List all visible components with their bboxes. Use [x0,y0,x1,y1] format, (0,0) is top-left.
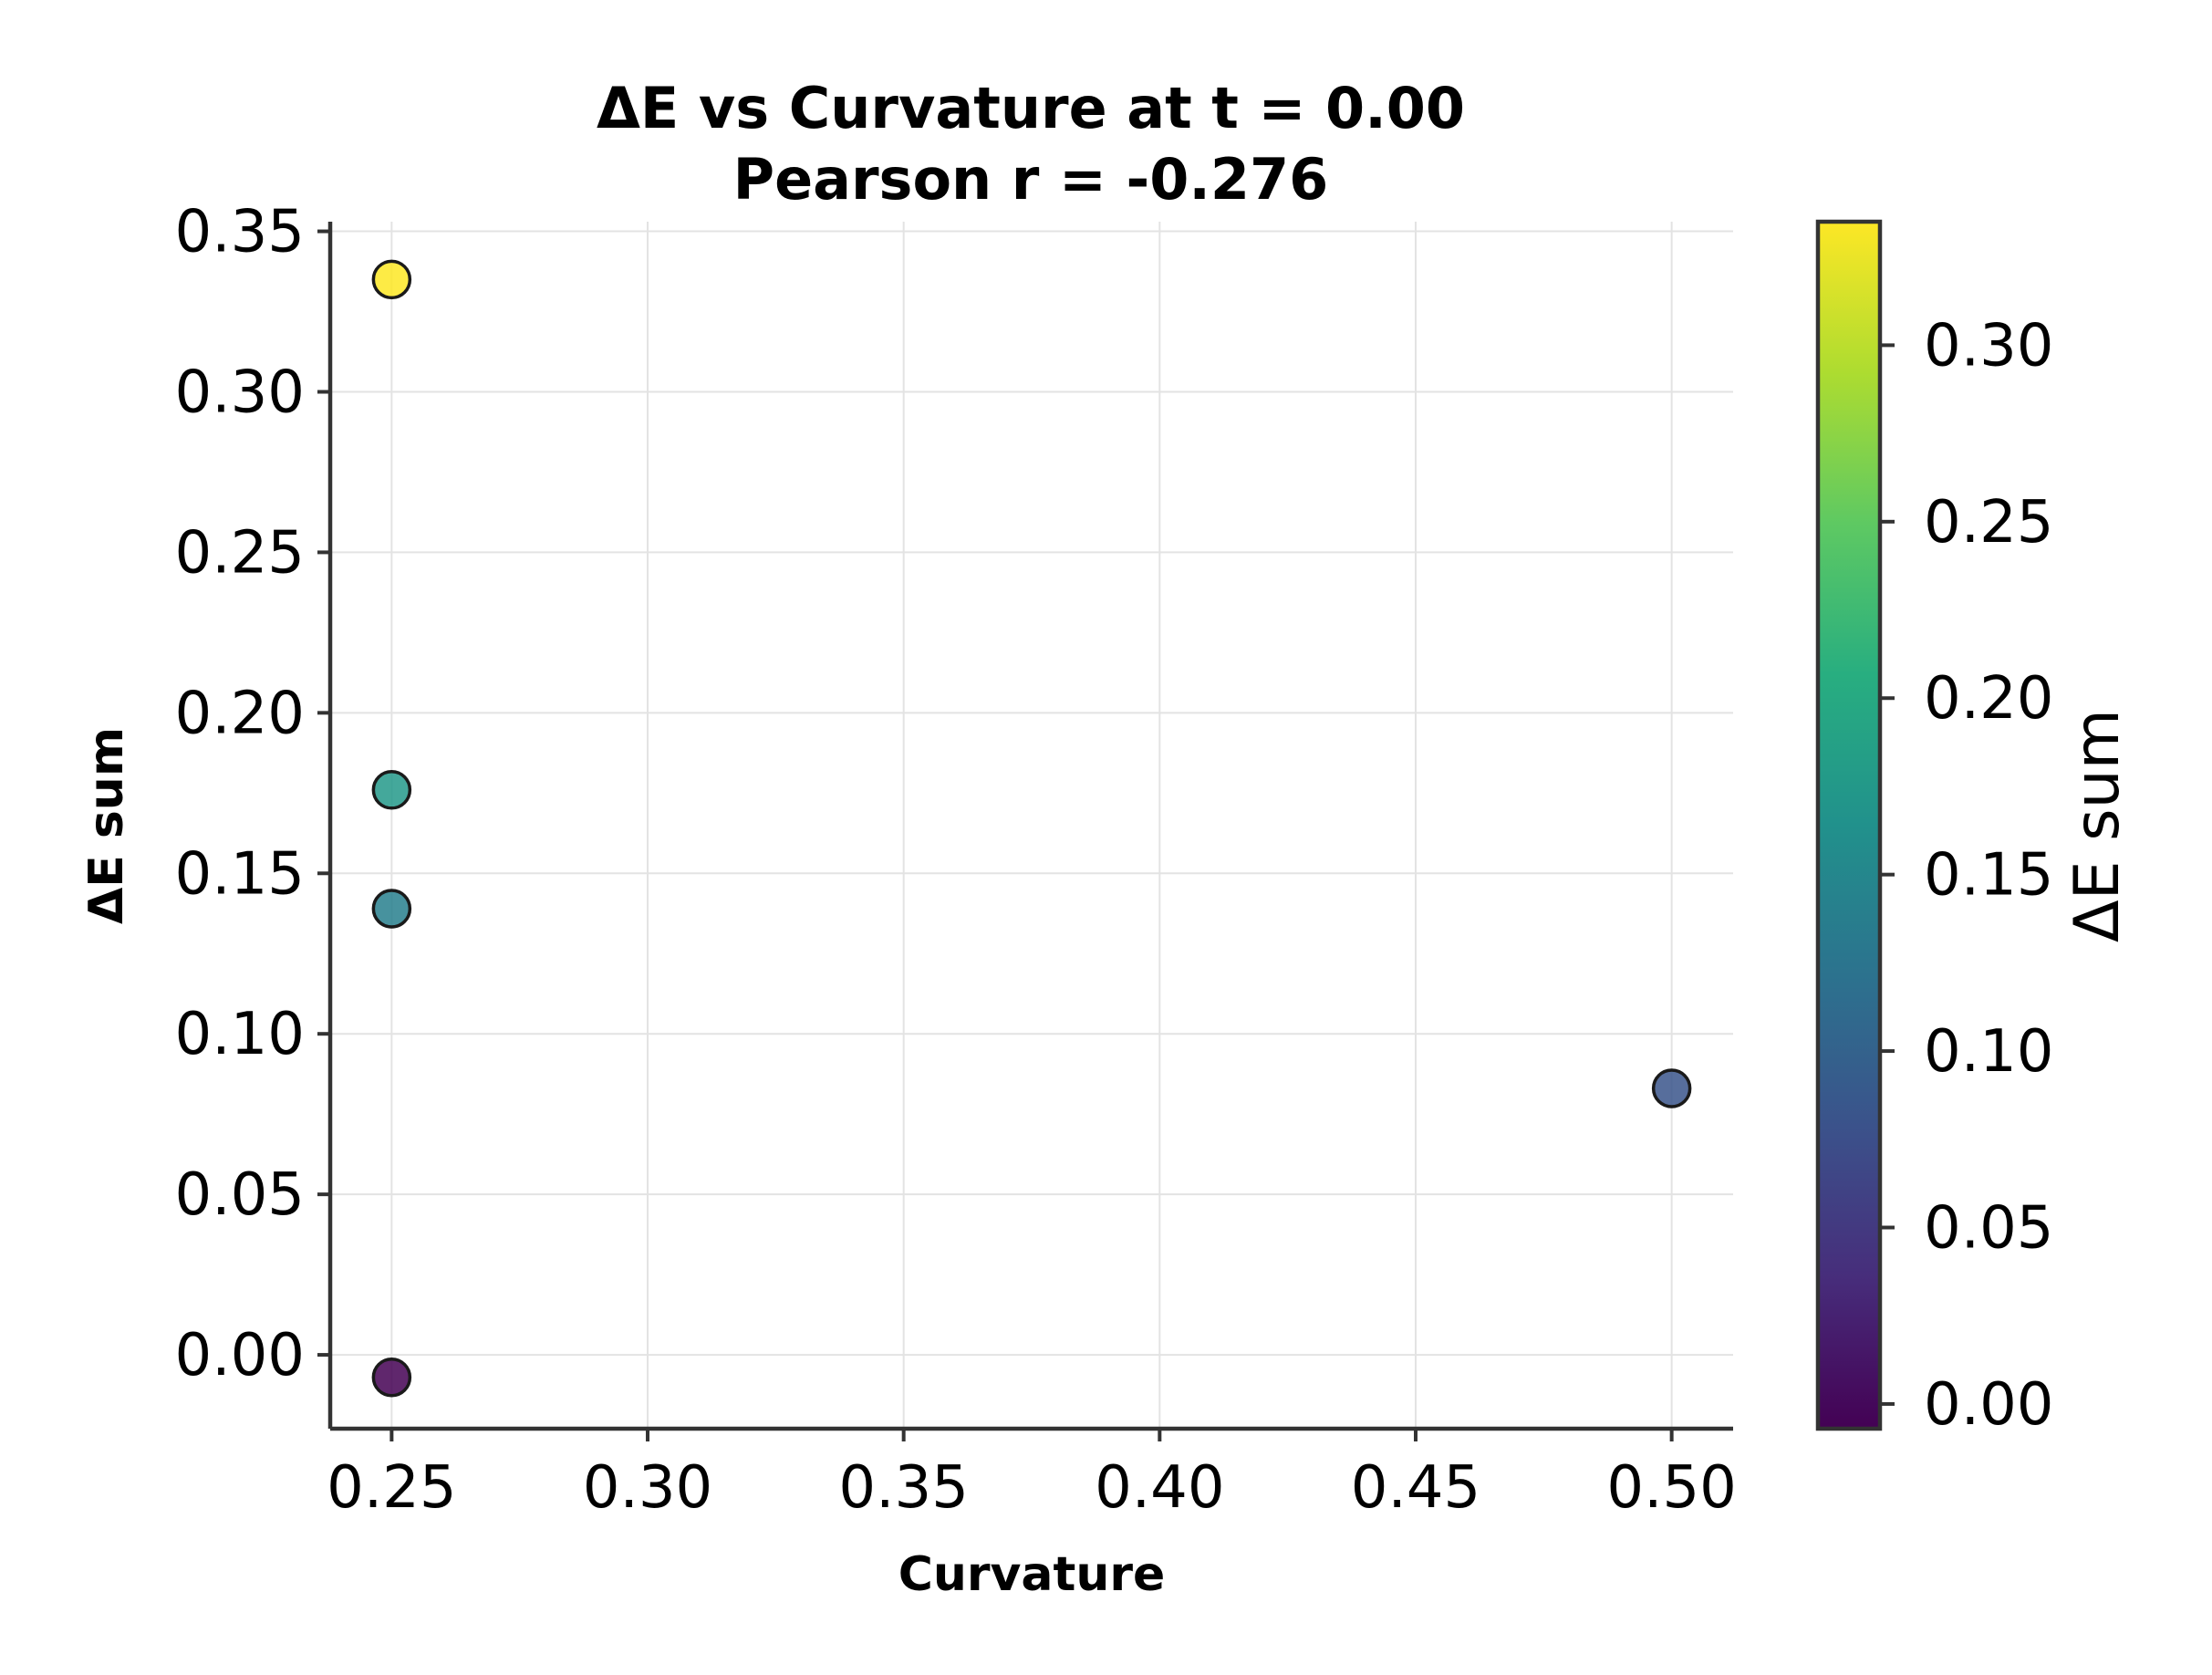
colorbar-tick-label: 0.05 [1924,1195,2054,1263]
x-axis-label: Curvature [898,1547,1166,1602]
colorbar-tick-label: 0.20 [1924,665,2054,733]
colorbar-tick-label: 0.30 [1924,312,2054,380]
y-tick-label: 0.10 [175,1001,306,1068]
colorbar-tick-label: 0.10 [1924,1018,2054,1086]
y-tick-label: 0.05 [175,1161,306,1229]
colorbar-ticks: 0.00 0.05 0.10 0.15 0.20 0.25 0.30 [1880,312,2054,1439]
x-axis-ticks: 0.25 0.30 0.35 0.40 0.45 0.50 [327,1429,1737,1522]
data-points [371,259,1692,1398]
x-tick-label: 0.50 [1606,1454,1737,1522]
data-point [371,259,412,300]
colorbar-label: ΔE sum [2061,709,2134,942]
y-axis-label: ΔE sum [79,727,134,924]
y-tick-label: 0.35 [175,199,306,266]
data-point [371,770,412,810]
colorbar-tick-label: 0.15 [1924,842,2054,910]
data-point [1651,1068,1692,1108]
chart-title-line-2: Pearson r = -0.276 [733,146,1329,213]
x-tick-label: 0.45 [1351,1454,1481,1522]
colorbar-tick-label: 0.25 [1924,489,2054,557]
x-tick-label: 0.40 [1095,1454,1225,1522]
chart-title-line-1: ΔE vs Curvature at t = 0.00 [597,75,1465,141]
y-tick-label: 0.00 [175,1322,306,1389]
x-tick-label: 0.30 [583,1454,713,1522]
y-tick-label: 0.15 [175,840,306,908]
colorbar [1815,219,1883,1431]
data-point [371,889,412,929]
data-point [371,1357,412,1398]
x-tick-label: 0.25 [327,1454,457,1522]
y-tick-label: 0.30 [175,359,306,426]
y-axis-ticks: 0.00 0.05 0.10 0.15 0.20 0.25 0.30 0.35 [175,199,330,1389]
x-tick-label: 0.35 [838,1454,969,1522]
grid-lines [330,222,1733,1429]
y-tick-label: 0.20 [175,680,306,747]
colorbar-tick-label: 0.00 [1924,1371,2054,1439]
y-tick-label: 0.25 [175,519,306,587]
